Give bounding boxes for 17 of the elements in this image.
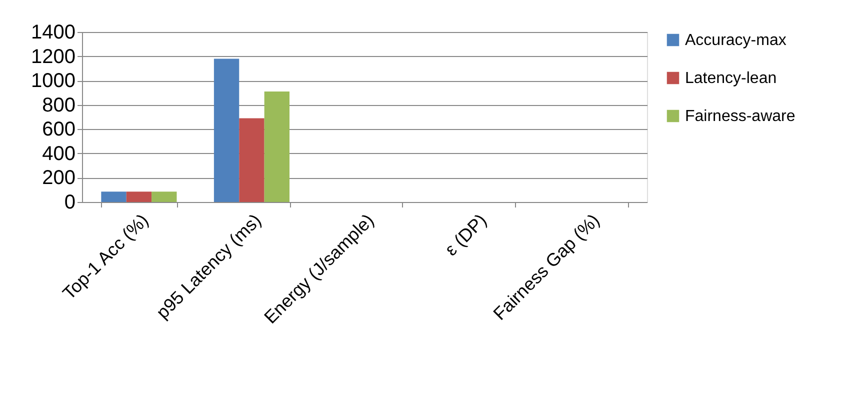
y-tick-label: 200 [42,167,76,190]
y-tick-label: 1200 [31,46,76,68]
legend-label: Accuracy-max [685,32,786,49]
y-tick-label: 1400 [31,22,76,44]
bar [152,192,177,202]
bar [239,118,264,202]
legend-label: Latency-lean [685,70,777,87]
bar [126,192,152,202]
bar [264,92,290,202]
legend-label: Fairness-aware [685,108,796,125]
bar [214,58,240,202]
y-tick-label: 800 [42,94,76,116]
bar [101,192,126,202]
y-tick-label: 1000 [31,70,76,92]
y-tick-label: 400 [42,142,76,165]
y-tick-label: 600 [42,118,76,141]
y-tick-label: 0 [64,192,76,214]
